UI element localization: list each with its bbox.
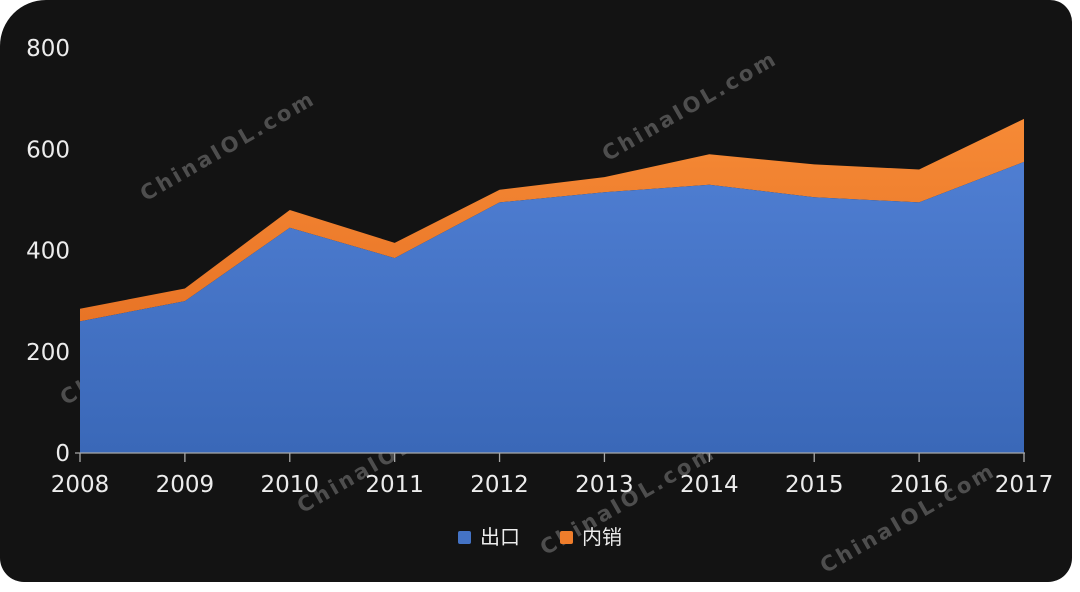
x-tick-label: 2013	[575, 472, 634, 498]
x-tick-label: 2008	[51, 472, 110, 498]
y-tick-label: 0	[55, 441, 70, 467]
x-axis: 2008 2009 2010 2011 2012 2013 2014 2015 2016 2017	[51, 452, 1054, 498]
x-tick-label: 2017	[995, 472, 1054, 498]
export-swatch-icon	[458, 530, 471, 544]
y-axis: 0 200 400 600 800	[26, 36, 70, 467]
legend-label-export: 出口	[480, 525, 520, 549]
y-tick-label: 400	[26, 239, 70, 265]
series-domestic-area	[80, 118, 1024, 322]
series-export-area	[80, 161, 1024, 453]
legend-item-export: 出口	[458, 527, 520, 547]
chart-legend: 出口 内销	[0, 527, 1080, 547]
x-tick-label: 2012	[470, 472, 529, 498]
x-tick-label: 2016	[890, 472, 949, 498]
legend-label-domestic: 内销	[582, 525, 622, 549]
y-tick-label: 800	[26, 36, 70, 62]
x-tick-label: 2011	[365, 472, 424, 498]
x-tick-label: 2010	[261, 472, 320, 498]
y-tick-label: 600	[26, 137, 70, 163]
y-tick-label: 200	[26, 340, 70, 366]
x-tick-label: 2015	[785, 472, 844, 498]
domestic-swatch-icon	[560, 530, 573, 544]
x-tick-label: 2009	[156, 472, 215, 498]
legend-item-domestic: 内销	[560, 527, 622, 547]
x-tick-label: 2014	[680, 472, 739, 498]
